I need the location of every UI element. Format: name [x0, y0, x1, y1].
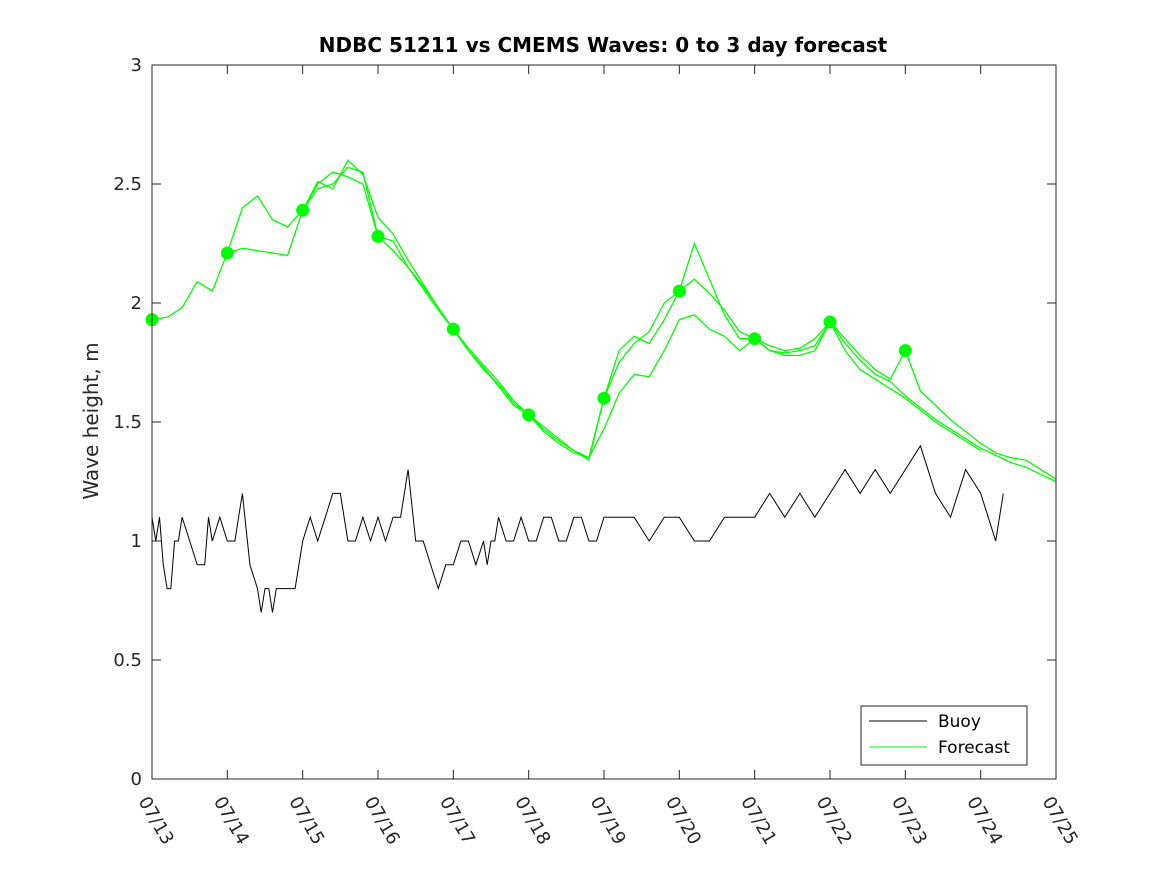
- forecast-run-line-10: [829, 321, 1057, 483]
- legend-forecast-label: Forecast: [938, 738, 1010, 758]
- axes-background: [152, 65, 1056, 779]
- y-tick-label: 0: [131, 769, 142, 790]
- forecast-marker-6: [522, 408, 536, 422]
- plot-area: [152, 65, 1056, 779]
- series-layer: [145, 159, 1057, 613]
- legend-box: [860, 705, 1028, 766]
- forecast-marker-3: [296, 203, 310, 217]
- y-tick-label: 2: [131, 293, 142, 314]
- buoy-series-line: [151, 444, 1004, 613]
- forecast-marker-11: [898, 344, 912, 358]
- forecast-run-line-11: [904, 350, 1057, 480]
- y-tick-label: 3: [131, 55, 142, 76]
- legend-buoy-label: Buoy: [938, 712, 981, 732]
- y-tick-label: 2.5: [113, 174, 142, 195]
- forecast-run-line-8: [678, 278, 906, 381]
- forecast-run-line-5: [452, 290, 680, 459]
- forecast-marker-5: [446, 322, 460, 336]
- legend: Buoy Forecast: [860, 705, 1028, 766]
- forecast-marker-4: [371, 229, 385, 243]
- chart-title: NDBC 51211 vs CMEMS Waves: 0 to 3 day fo…: [319, 33, 888, 57]
- y-tick-label: 0.5: [113, 650, 142, 671]
- forecast-marker-2: [220, 246, 234, 260]
- y-tick-label: 1: [131, 531, 142, 552]
- forecast-run-line-6: [528, 314, 756, 459]
- forecast-run-line-7: [603, 241, 831, 399]
- forecast-marker-8: [672, 284, 686, 298]
- forecast-marker-7: [597, 391, 611, 405]
- forecast-marker-9: [748, 332, 762, 346]
- y-tick-label: 1.5: [113, 412, 142, 433]
- y-axis-label: Wave height, m: [79, 342, 103, 499]
- forecast-run-line-9: [754, 320, 982, 452]
- forecast-run-line-4: [377, 235, 605, 462]
- forecast-marker-10: [823, 315, 837, 329]
